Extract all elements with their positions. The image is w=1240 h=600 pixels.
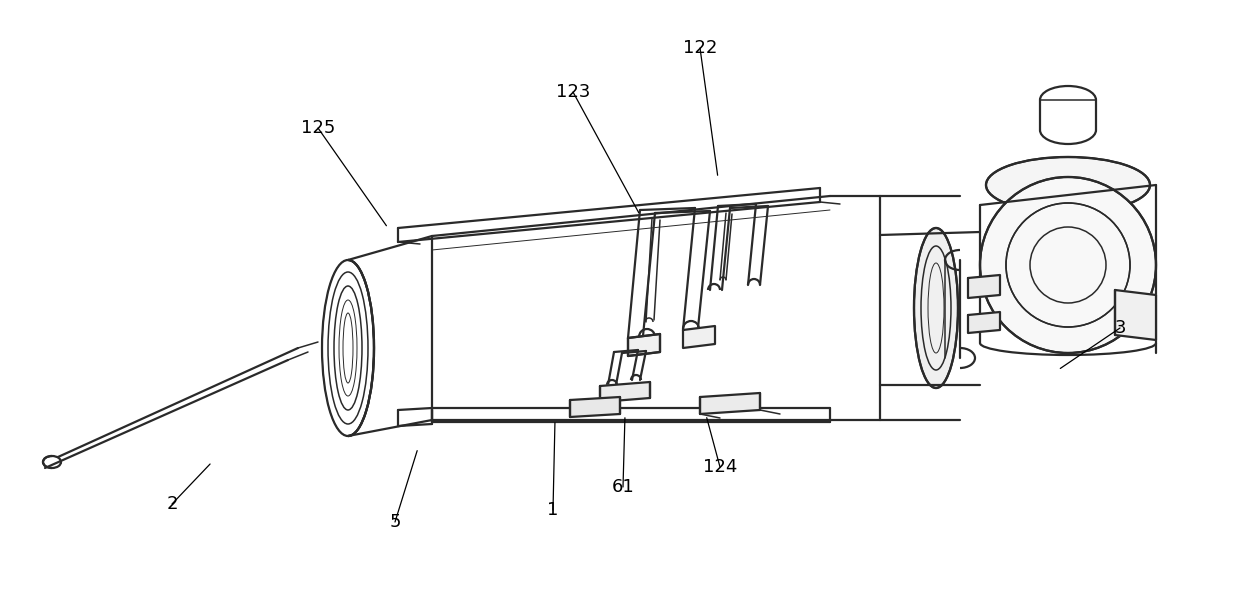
Ellipse shape	[980, 177, 1156, 353]
Text: 2: 2	[166, 495, 177, 513]
Text: 5: 5	[389, 513, 401, 531]
Ellipse shape	[986, 157, 1149, 213]
Ellipse shape	[914, 228, 959, 388]
Text: 123: 123	[556, 83, 590, 101]
Text: 61: 61	[611, 478, 635, 496]
Ellipse shape	[1006, 203, 1130, 327]
Polygon shape	[968, 312, 999, 333]
Polygon shape	[683, 326, 715, 348]
Text: 125: 125	[301, 119, 335, 137]
Polygon shape	[968, 275, 999, 298]
Text: 1: 1	[547, 501, 559, 519]
Text: 124: 124	[703, 458, 738, 476]
Polygon shape	[627, 334, 660, 356]
Text: 3: 3	[1115, 319, 1126, 337]
Polygon shape	[701, 393, 760, 414]
Polygon shape	[600, 382, 650, 402]
Polygon shape	[1115, 290, 1156, 340]
Text: 122: 122	[683, 39, 717, 57]
Polygon shape	[570, 397, 620, 417]
